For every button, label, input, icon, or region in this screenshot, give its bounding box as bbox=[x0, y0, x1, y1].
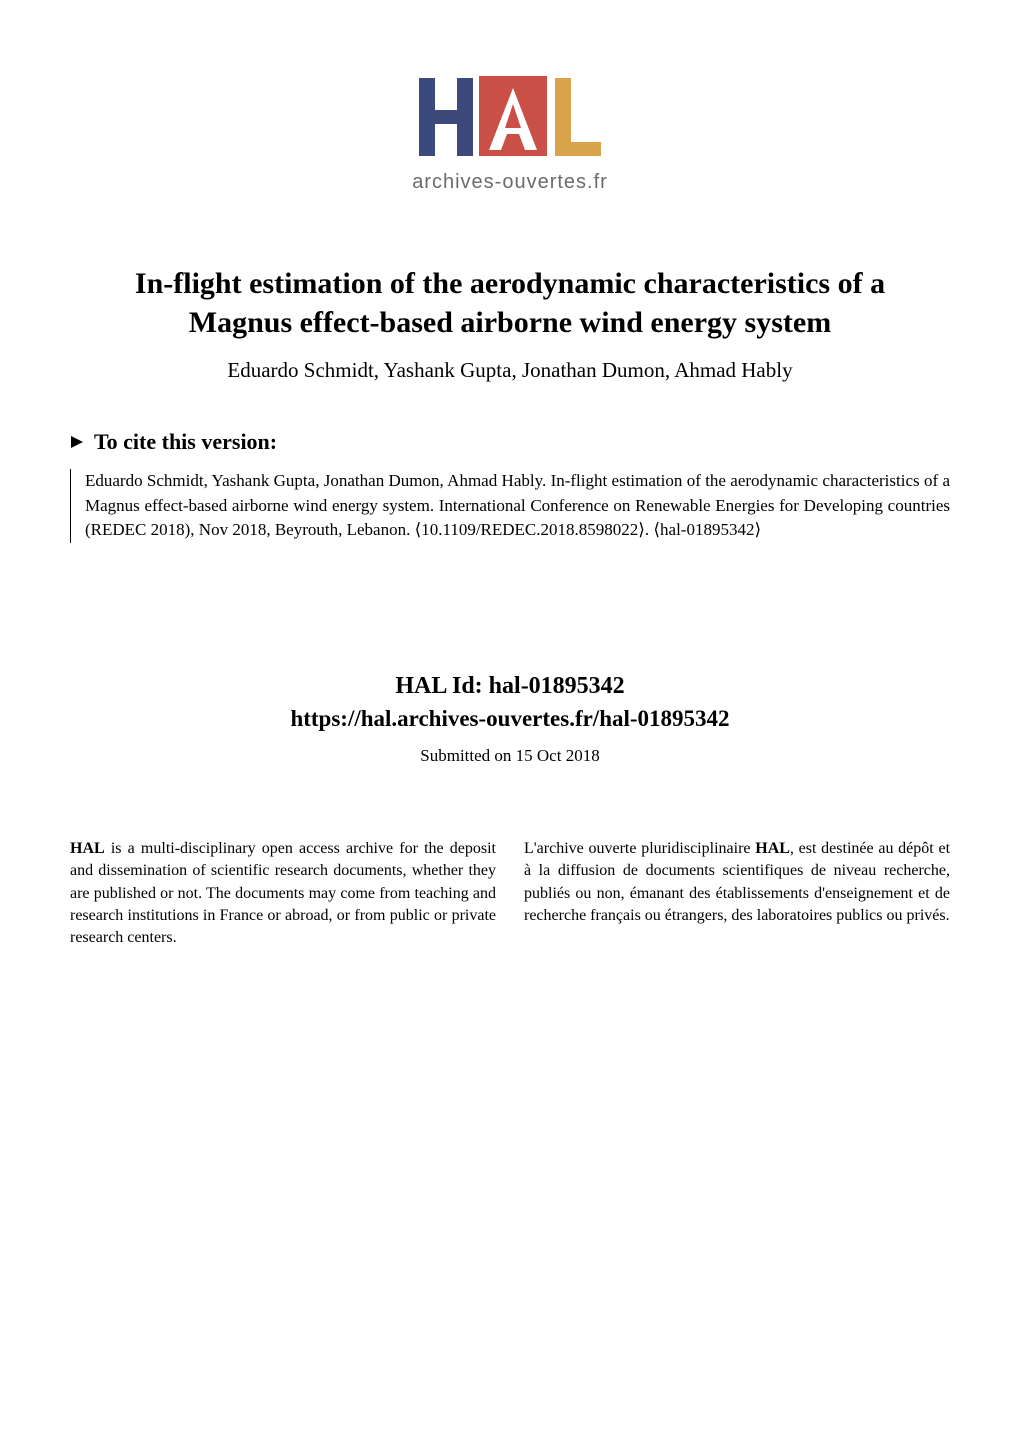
description-columns: HAL is a multi-disciplinary open access … bbox=[70, 838, 950, 950]
description-right: L'archive ouverte pluridisciplinaire HAL… bbox=[524, 838, 950, 950]
cite-heading-text: To cite this version: bbox=[94, 429, 277, 455]
hal-bold-right: HAL bbox=[755, 840, 790, 857]
hal-url[interactable]: https://hal.archives-ouvertes.fr/hal-018… bbox=[70, 706, 950, 732]
hal-logo: archives-ouvertes.fr bbox=[412, 70, 608, 194]
citation-text: Eduardo Schmidt, Yashank Gupta, Jonathan… bbox=[70, 469, 950, 543]
description-left-text: is a multi-disciplinary open access arch… bbox=[70, 840, 496, 947]
hal-id: HAL Id: hal-01895342 bbox=[70, 673, 950, 700]
description-right-prefix: L'archive ouverte pluridisciplinaire bbox=[524, 840, 755, 857]
description-left: HAL is a multi-disciplinary open access … bbox=[70, 838, 496, 950]
cite-heading: To cite this version: bbox=[70, 429, 950, 455]
hal-logo-block: archives-ouvertes.fr bbox=[70, 70, 950, 194]
paper-title: In-flight estimation of the aerodynamic … bbox=[70, 264, 950, 342]
hal-bold-left: HAL bbox=[70, 840, 105, 857]
triangle-right-icon bbox=[70, 429, 84, 455]
paper-authors: Eduardo Schmidt, Yashank Gupta, Jonathan… bbox=[70, 358, 950, 383]
hal-logo-subtitle: archives-ouvertes.fr bbox=[412, 171, 608, 194]
hal-logo-mark bbox=[415, 70, 605, 165]
submitted-date: Submitted on 15 Oct 2018 bbox=[70, 746, 950, 766]
